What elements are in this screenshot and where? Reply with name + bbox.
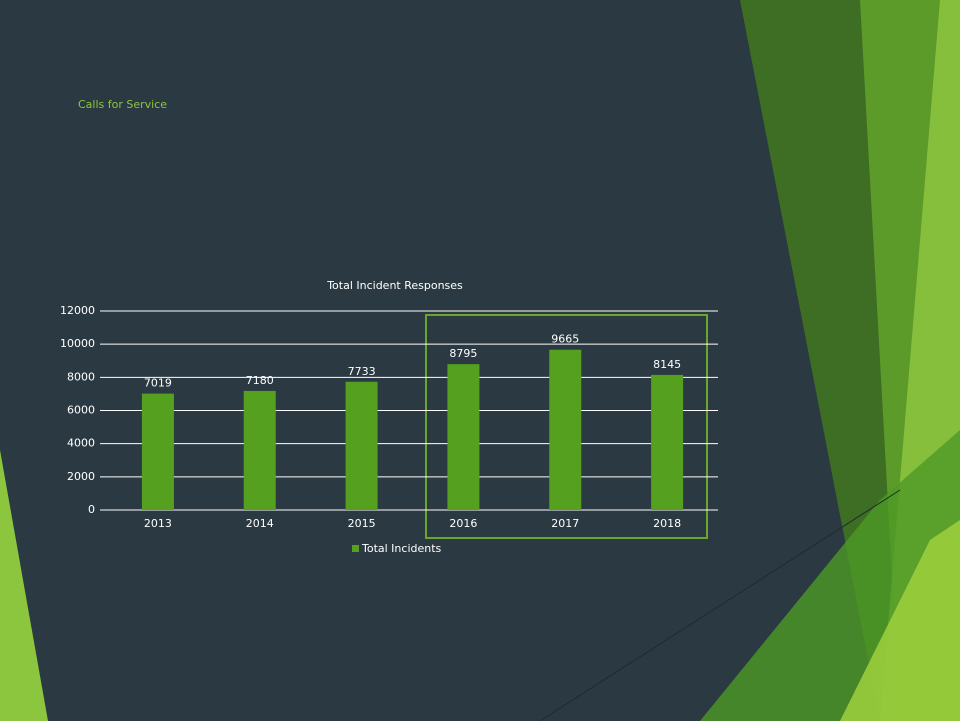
data-label: 8145 — [653, 358, 681, 371]
y-tick-label: 2000 — [67, 470, 95, 483]
x-tick-label: 2018 — [653, 517, 681, 530]
bar — [243, 390, 276, 510]
y-tick-label: 6000 — [67, 404, 95, 417]
legend-label: Total Incidents — [361, 542, 442, 555]
y-tick-label: 4000 — [67, 437, 95, 450]
x-tick-label: 2017 — [551, 517, 579, 530]
x-tick-label: 2016 — [449, 517, 477, 530]
x-tick-label: 2013 — [144, 517, 172, 530]
data-label: 8795 — [449, 347, 477, 360]
bar — [345, 381, 378, 510]
data-label: 7733 — [348, 365, 376, 378]
slide-title: Calls for Service — [78, 98, 167, 111]
legend-swatch — [352, 545, 359, 552]
bar — [651, 374, 684, 510]
x-tick-label: 2015 — [348, 517, 376, 530]
data-label: 7180 — [246, 374, 274, 387]
decor — [840, 520, 960, 721]
bar — [141, 393, 174, 510]
data-label: 9665 — [551, 333, 579, 346]
decor — [0, 450, 48, 721]
y-tick-label: 8000 — [67, 370, 95, 383]
y-tick-label: 10000 — [60, 337, 95, 350]
highlight-box — [425, 314, 708, 539]
y-tick-label: 12000 — [60, 304, 95, 317]
bar — [549, 349, 582, 510]
data-label: 7019 — [144, 377, 172, 390]
y-tick-label: 0 — [88, 503, 95, 516]
chart-title: Total Incident Responses — [326, 279, 463, 292]
bar — [447, 364, 480, 510]
decor-line — [539, 489, 901, 721]
plot: 0 2000 4000 6000 8000 10000 12000 2013 2014 2015 2… — [60, 304, 718, 555]
x-tick-label: 2014 — [246, 517, 274, 530]
